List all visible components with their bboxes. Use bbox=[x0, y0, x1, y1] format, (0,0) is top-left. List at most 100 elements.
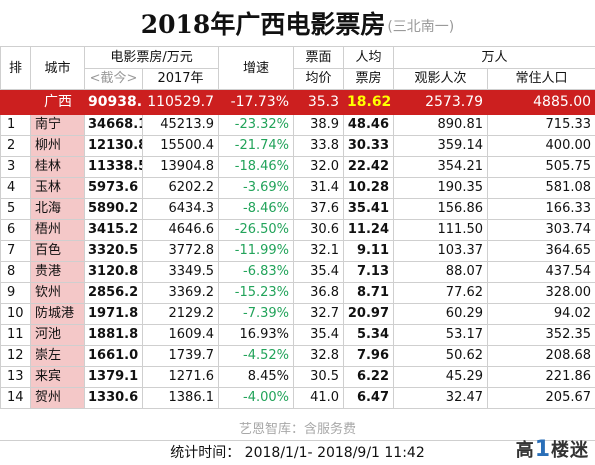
box-to-date-cell: 3120.8 bbox=[85, 262, 143, 283]
summary-city: 广西 bbox=[31, 90, 85, 115]
city-cell: 柳州 bbox=[31, 136, 85, 157]
rank-cell: 5 bbox=[1, 199, 31, 220]
box-to-date-cell: 5890.2 bbox=[85, 199, 143, 220]
box-2017-cell: 3349.5 bbox=[143, 262, 219, 283]
page-subtitle: (三北南一) bbox=[387, 16, 454, 36]
box-2017-cell: 13904.8 bbox=[143, 157, 219, 178]
per-capita-cell: 48.46 bbox=[344, 115, 394, 136]
avg-price-cell: 33.8 bbox=[294, 136, 344, 157]
rank-cell: 8 bbox=[1, 262, 31, 283]
header-population: 常住人口 bbox=[488, 69, 595, 90]
avg-price-cell: 32.1 bbox=[294, 241, 344, 262]
avg-price-cell: 35.4 bbox=[294, 262, 344, 283]
growth-cell: 16.93% bbox=[219, 325, 294, 346]
per-capita-cell: 6.22 bbox=[344, 367, 394, 388]
rank-cell: 4 bbox=[1, 178, 31, 199]
avg-price-cell: 30.5 bbox=[294, 367, 344, 388]
box-2017-cell: 4646.6 bbox=[143, 220, 219, 241]
header-row-1: 排 城市 电影票房/万元 增速 票面 人均 万人 bbox=[1, 47, 595, 69]
viewers-cell: 890.81 bbox=[394, 115, 488, 136]
per-capita-cell: 35.41 bbox=[344, 199, 394, 220]
box-to-date-cell: 12130.8 bbox=[85, 136, 143, 157]
box-office-table: 排 城市 电影票房/万元 增速 票面 人均 万人 <截今> 2017年 均价 票… bbox=[0, 46, 595, 409]
viewers-cell: 111.50 bbox=[394, 220, 488, 241]
box-2017-cell: 1271.6 bbox=[143, 367, 219, 388]
header-price-1: 票面 bbox=[294, 47, 344, 69]
avg-price-cell: 36.8 bbox=[294, 283, 344, 304]
rank-cell: 12 bbox=[1, 346, 31, 367]
box-2017-cell: 3772.8 bbox=[143, 241, 219, 262]
avg-price-cell: 37.6 bbox=[294, 199, 344, 220]
city-cell: 梧州 bbox=[31, 220, 85, 241]
population-cell: 505.75 bbox=[488, 157, 595, 178]
population-cell: 166.33 bbox=[488, 199, 595, 220]
per-capita-cell: 9.11 bbox=[344, 241, 394, 262]
growth-cell: 8.45% bbox=[219, 367, 294, 388]
summary-box-2017: 110529.7 bbox=[143, 90, 219, 115]
avg-price-cell: 35.4 bbox=[294, 325, 344, 346]
per-capita-cell: 7.13 bbox=[344, 262, 394, 283]
city-cell: 崇左 bbox=[31, 346, 85, 367]
growth-cell: -4.00% bbox=[219, 388, 294, 409]
viewers-cell: 53.17 bbox=[394, 325, 488, 346]
summary-population: 4885.00 bbox=[488, 90, 595, 115]
growth-cell: -7.39% bbox=[219, 304, 294, 325]
header-box-office: 电影票房/万元 bbox=[85, 47, 219, 69]
population-cell: 437.54 bbox=[488, 262, 595, 283]
per-capita-cell: 20.97 bbox=[344, 304, 394, 325]
growth-cell: -8.46% bbox=[219, 199, 294, 220]
per-capita-cell: 6.47 bbox=[344, 388, 394, 409]
avg-price-cell: 32.8 bbox=[294, 346, 344, 367]
box-2017-cell: 1609.4 bbox=[143, 325, 219, 346]
viewers-cell: 50.62 bbox=[394, 346, 488, 367]
rank-cell: 14 bbox=[1, 388, 31, 409]
city-cell: 桂林 bbox=[31, 157, 85, 178]
box-to-date-cell: 3415.2 bbox=[85, 220, 143, 241]
summary-avg-price: 35.3 bbox=[294, 90, 344, 115]
site-logo: 高1楼迷 bbox=[516, 436, 589, 462]
city-cell: 百色 bbox=[31, 241, 85, 262]
data-source: 艺恩智库：含服务费 bbox=[0, 420, 595, 440]
viewers-cell: 88.07 bbox=[394, 262, 488, 283]
growth-cell: -21.74% bbox=[219, 136, 294, 157]
summary-rank bbox=[1, 90, 31, 115]
box-2017-cell: 1386.1 bbox=[143, 388, 219, 409]
rank-cell: 11 bbox=[1, 325, 31, 346]
viewers-cell: 60.29 bbox=[394, 304, 488, 325]
rank-cell: 3 bbox=[1, 157, 31, 178]
box-to-date-cell: 2856.2 bbox=[85, 283, 143, 304]
population-cell: 221.86 bbox=[488, 367, 595, 388]
population-cell: 715.33 bbox=[488, 115, 595, 136]
population-cell: 400.00 bbox=[488, 136, 595, 157]
summary-per-capita: 18.62 bbox=[344, 90, 394, 115]
rank-cell: 10 bbox=[1, 304, 31, 325]
page-title: 2018年广西电影票房 bbox=[141, 5, 386, 41]
per-capita-cell: 11.24 bbox=[344, 220, 394, 241]
population-cell: 581.08 bbox=[488, 178, 595, 199]
city-cell: 玉林 bbox=[31, 178, 85, 199]
population-cell: 208.68 bbox=[488, 346, 595, 367]
header-rank: 排 bbox=[1, 47, 31, 90]
box-to-date-cell: 34668.1 bbox=[85, 115, 143, 136]
city-cell: 来宾 bbox=[31, 367, 85, 388]
rank-cell: 6 bbox=[1, 220, 31, 241]
header-viewers: 观影人次 bbox=[394, 69, 488, 90]
city-cell: 防城港 bbox=[31, 304, 85, 325]
city-cell: 河池 bbox=[31, 325, 85, 346]
summary-viewers: 2573.79 bbox=[394, 90, 488, 115]
header-city: 城市 bbox=[31, 47, 85, 90]
summary-growth: -17.73% bbox=[219, 90, 294, 115]
city-cell: 钦州 bbox=[31, 283, 85, 304]
box-2017-cell: 3369.2 bbox=[143, 283, 219, 304]
growth-cell: -3.69% bbox=[219, 178, 294, 199]
city-cell: 贵港 bbox=[31, 262, 85, 283]
